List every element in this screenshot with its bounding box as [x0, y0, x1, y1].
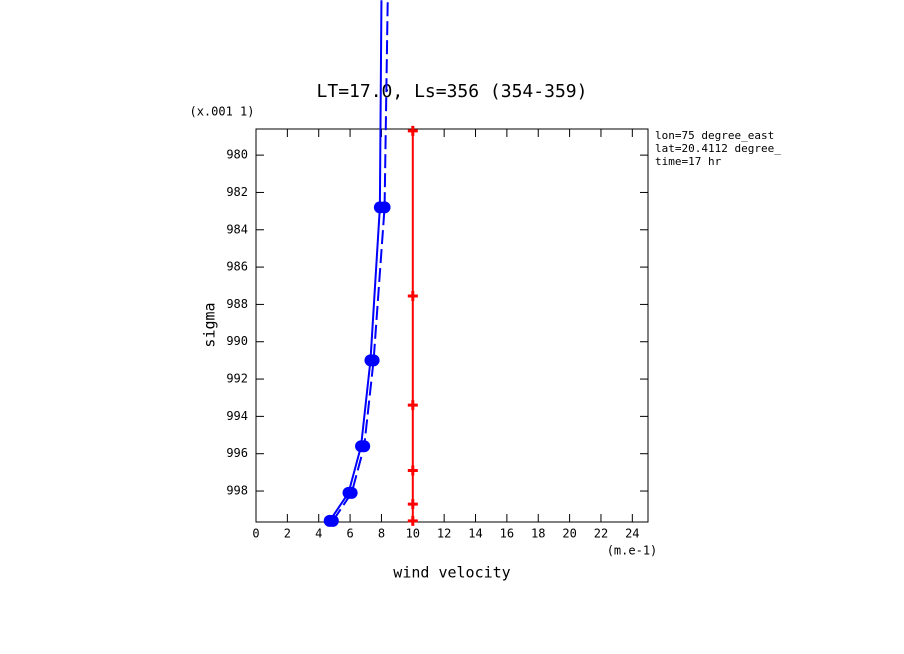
y-axis-label: sigma — [201, 302, 219, 347]
x-tick-label: 14 — [468, 527, 482, 541]
marker — [407, 125, 418, 136]
y-tick-label: 990 — [226, 334, 248, 348]
y-tick-label: 994 — [226, 409, 248, 423]
marker — [326, 514, 339, 527]
y-tick-label: 982 — [226, 185, 248, 199]
plot-frame — [255, 128, 649, 523]
x-axis-label: wind velocity — [393, 564, 510, 582]
y-tick-label: 996 — [226, 446, 248, 460]
annotation: time=17 hr — [655, 155, 722, 168]
x-tick-label: 10 — [406, 527, 420, 541]
y-tick-label: 980 — [226, 148, 248, 162]
marker — [407, 515, 418, 526]
x-tick-label: 0 — [252, 527, 259, 541]
marker — [378, 201, 391, 214]
x-tick-label: 2 — [284, 527, 291, 541]
x-tick-label: 4 — [315, 527, 322, 541]
y-tick-label: 988 — [226, 297, 248, 311]
y-tick-label: 998 — [226, 484, 248, 498]
marker — [345, 486, 358, 499]
x-tick-label: 18 — [531, 527, 545, 541]
series-line — [328, 0, 383, 522]
x-tick-label: 16 — [500, 527, 514, 541]
marker — [407, 400, 418, 411]
x-tick-label: 22 — [594, 527, 608, 541]
x-unit: (m.e-1) — [607, 544, 658, 558]
x-tick-label: 6 — [346, 527, 353, 541]
y-tick-label: 986 — [226, 260, 248, 274]
chart-title: LT=17.0, Ls=356 (354-359) — [317, 81, 588, 102]
x-tick-label: 20 — [562, 527, 576, 541]
marker — [407, 465, 418, 476]
marker — [407, 499, 418, 510]
x-tick-label: 8 — [378, 527, 385, 541]
annotation: lon=75 degree_east — [655, 129, 774, 142]
marker — [367, 354, 380, 367]
y-tick-label: 992 — [226, 372, 248, 386]
y-tick-label: 984 — [226, 222, 248, 236]
marker — [407, 291, 418, 302]
x-tick-label: 24 — [625, 527, 639, 541]
annotation: lat=20.4112 degree_ — [655, 142, 781, 155]
x-tick-label: 12 — [437, 527, 451, 541]
y-unit: (x.001 1) — [189, 105, 254, 119]
marker — [358, 440, 371, 453]
